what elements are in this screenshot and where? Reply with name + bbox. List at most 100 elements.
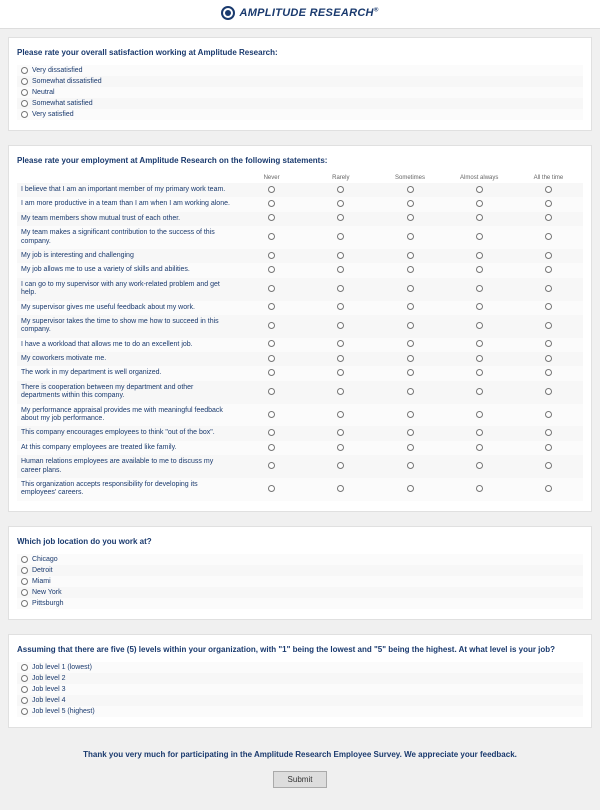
matrix-radio[interactable]: [268, 214, 275, 221]
matrix-radio[interactable]: [268, 355, 275, 362]
matrix-radio[interactable]: [268, 462, 275, 469]
matrix-radio[interactable]: [476, 444, 483, 451]
matrix-radio[interactable]: [545, 233, 552, 240]
option-row[interactable]: Neutral: [17, 87, 583, 98]
submit-button[interactable]: Submit: [273, 771, 328, 788]
option-radio[interactable]: [21, 78, 28, 85]
matrix-radio[interactable]: [476, 303, 483, 310]
matrix-radio[interactable]: [268, 233, 275, 240]
matrix-radio[interactable]: [268, 200, 275, 207]
matrix-radio[interactable]: [407, 285, 414, 292]
matrix-radio[interactable]: [476, 355, 483, 362]
option-row[interactable]: Very dissatisfied: [17, 65, 583, 76]
matrix-radio[interactable]: [545, 200, 552, 207]
matrix-radio[interactable]: [337, 411, 344, 418]
option-row[interactable]: Job level 5 (highest): [17, 706, 583, 717]
matrix-radio[interactable]: [268, 285, 275, 292]
matrix-radio[interactable]: [545, 340, 552, 347]
option-radio[interactable]: [21, 664, 28, 671]
matrix-radio[interactable]: [337, 388, 344, 395]
matrix-radio[interactable]: [268, 388, 275, 395]
matrix-radio[interactable]: [407, 252, 414, 259]
matrix-radio[interactable]: [545, 266, 552, 273]
option-radio[interactable]: [21, 89, 28, 96]
matrix-radio[interactable]: [268, 444, 275, 451]
matrix-radio[interactable]: [337, 322, 344, 329]
option-row[interactable]: Very satisfied: [17, 109, 583, 120]
matrix-radio[interactable]: [337, 200, 344, 207]
matrix-radio[interactable]: [337, 233, 344, 240]
option-row[interactable]: Job level 4: [17, 695, 583, 706]
matrix-radio[interactable]: [476, 322, 483, 329]
matrix-radio[interactable]: [337, 214, 344, 221]
option-row[interactable]: Chicago: [17, 554, 583, 565]
option-radio[interactable]: [21, 67, 28, 74]
option-row[interactable]: Job level 2: [17, 673, 583, 684]
matrix-radio[interactable]: [476, 200, 483, 207]
matrix-radio[interactable]: [337, 285, 344, 292]
matrix-radio[interactable]: [476, 214, 483, 221]
option-radio[interactable]: [21, 567, 28, 574]
matrix-radio[interactable]: [545, 186, 552, 193]
matrix-radio[interactable]: [545, 303, 552, 310]
matrix-radio[interactable]: [337, 429, 344, 436]
option-row[interactable]: Somewhat dissatisfied: [17, 76, 583, 87]
matrix-radio[interactable]: [476, 340, 483, 347]
matrix-radio[interactable]: [407, 214, 414, 221]
matrix-radio[interactable]: [337, 186, 344, 193]
option-radio[interactable]: [21, 556, 28, 563]
matrix-radio[interactable]: [407, 322, 414, 329]
matrix-radio[interactable]: [407, 462, 414, 469]
matrix-radio[interactable]: [337, 444, 344, 451]
matrix-radio[interactable]: [337, 462, 344, 469]
option-row[interactable]: Miami: [17, 576, 583, 587]
matrix-radio[interactable]: [407, 355, 414, 362]
option-row[interactable]: Somewhat satisfied: [17, 98, 583, 109]
option-radio[interactable]: [21, 708, 28, 715]
matrix-radio[interactable]: [545, 252, 552, 259]
matrix-radio[interactable]: [268, 369, 275, 376]
option-radio[interactable]: [21, 600, 28, 607]
matrix-radio[interactable]: [407, 186, 414, 193]
matrix-radio[interactable]: [268, 429, 275, 436]
matrix-radio[interactable]: [407, 429, 414, 436]
option-radio[interactable]: [21, 100, 28, 107]
matrix-radio[interactable]: [268, 322, 275, 329]
matrix-radio[interactable]: [545, 369, 552, 376]
matrix-radio[interactable]: [337, 252, 344, 259]
matrix-radio[interactable]: [268, 303, 275, 310]
matrix-radio[interactable]: [268, 340, 275, 347]
option-radio[interactable]: [21, 578, 28, 585]
option-row[interactable]: Detroit: [17, 565, 583, 576]
matrix-radio[interactable]: [407, 485, 414, 492]
option-row[interactable]: Job level 3: [17, 684, 583, 695]
matrix-radio[interactable]: [476, 285, 483, 292]
matrix-radio[interactable]: [337, 340, 344, 347]
matrix-radio[interactable]: [545, 285, 552, 292]
matrix-radio[interactable]: [545, 444, 552, 451]
option-row[interactable]: Pittsburgh: [17, 598, 583, 609]
option-radio[interactable]: [21, 675, 28, 682]
matrix-radio[interactable]: [407, 200, 414, 207]
matrix-radio[interactable]: [268, 186, 275, 193]
matrix-radio[interactable]: [476, 186, 483, 193]
matrix-radio[interactable]: [407, 266, 414, 273]
option-row[interactable]: Job level 1 (lowest): [17, 662, 583, 673]
matrix-radio[interactable]: [545, 214, 552, 221]
matrix-radio[interactable]: [545, 322, 552, 329]
matrix-radio[interactable]: [268, 266, 275, 273]
matrix-radio[interactable]: [545, 485, 552, 492]
matrix-radio[interactable]: [337, 303, 344, 310]
matrix-radio[interactable]: [337, 485, 344, 492]
matrix-radio[interactable]: [407, 444, 414, 451]
matrix-radio[interactable]: [476, 252, 483, 259]
matrix-radio[interactable]: [476, 485, 483, 492]
matrix-radio[interactable]: [337, 355, 344, 362]
option-radio[interactable]: [21, 111, 28, 118]
matrix-radio[interactable]: [545, 429, 552, 436]
matrix-radio[interactable]: [407, 303, 414, 310]
matrix-radio[interactable]: [268, 252, 275, 259]
matrix-radio[interactable]: [545, 462, 552, 469]
matrix-radio[interactable]: [476, 462, 483, 469]
matrix-radio[interactable]: [545, 411, 552, 418]
